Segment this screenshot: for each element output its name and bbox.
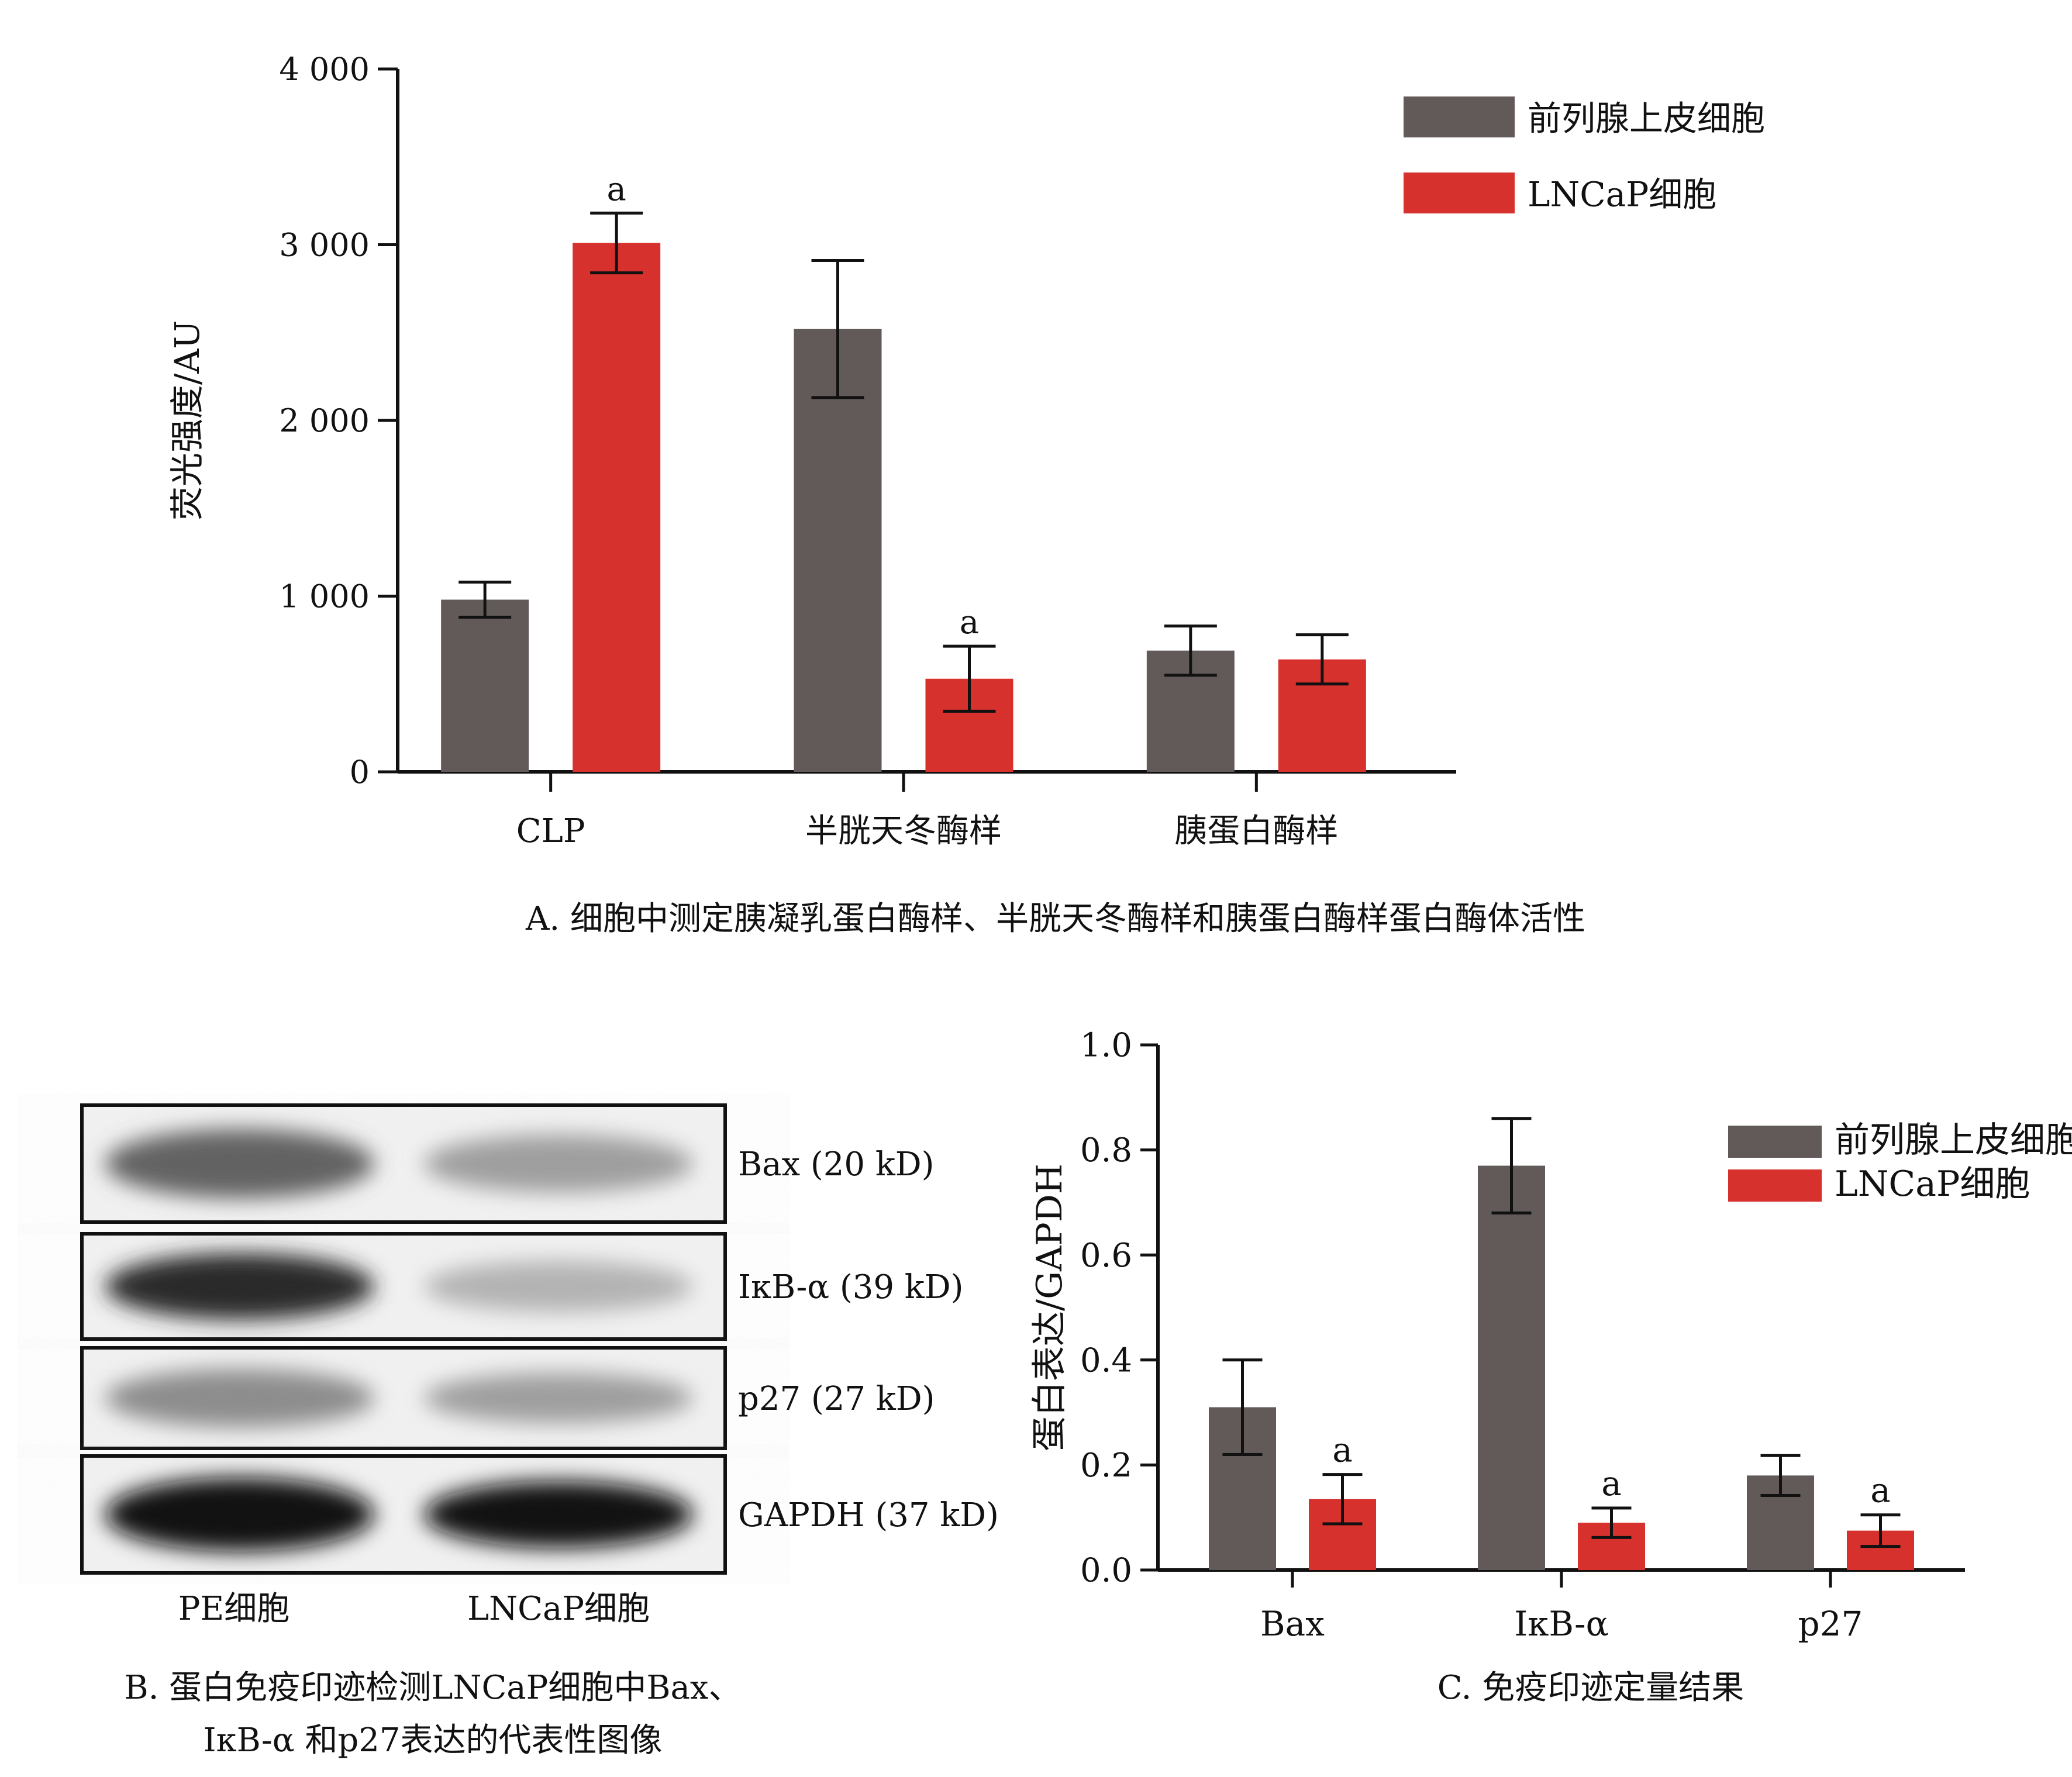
panel-b-caption-line1: B. 蛋白免疫印迹检测LNCaP细胞中Bax、 bbox=[125, 1669, 742, 1707]
y-tick-label: 2 000 bbox=[279, 402, 370, 439]
x-tick-label: 半胱天冬酶样 bbox=[805, 812, 1002, 850]
legend-label: LNCaP细胞 bbox=[1528, 174, 1716, 214]
panel-a-caption: A. 细胞中测定胰凝乳蛋白酶样、半胱天冬酶样和胰蛋白酶样蛋白酶体活性 bbox=[525, 900, 1585, 938]
legend-label: 前列腺上皮细胞 bbox=[1835, 1120, 2072, 1161]
bar-normal bbox=[1478, 1165, 1545, 1570]
panel-a-chart: 0 1 000 2 000 3 000 4 000 荧光强度/AU CLP a 半胱天冬酶样 a 胰… bbox=[167, 51, 1765, 850]
bar-normal bbox=[794, 329, 882, 772]
y-tick-label: 0.4 bbox=[1080, 1341, 1132, 1379]
significance-label: a bbox=[1870, 1471, 1891, 1510]
blot-label: IκB-α (39 kD) bbox=[738, 1268, 963, 1306]
x-tick-label: Bax bbox=[1260, 1604, 1325, 1644]
blot-row: IκB-α (39 kD) bbox=[80, 1232, 963, 1341]
y-tick-label: 3 000 bbox=[279, 226, 370, 263]
y-tick-label: 0 bbox=[350, 754, 370, 791]
x-tick-label: IκB-α bbox=[1514, 1604, 1609, 1644]
y-tick-label: 0.2 bbox=[1080, 1447, 1132, 1485]
y-tick-label: 0.6 bbox=[1080, 1237, 1132, 1275]
blot-border bbox=[80, 1232, 727, 1341]
legend-swatch-normal bbox=[1404, 96, 1515, 137]
legend-swatch-lncap bbox=[1404, 172, 1515, 213]
y-tick-label: 0.0 bbox=[1080, 1552, 1132, 1590]
blot-border bbox=[80, 1346, 727, 1450]
blot-texture bbox=[82, 1456, 725, 1573]
panel-c-caption: C. 免疫印迹定量结果 bbox=[1437, 1669, 1744, 1707]
blot-texture bbox=[82, 1234, 725, 1339]
y-tick-label: 1.0 bbox=[1080, 1027, 1132, 1065]
bar-normal bbox=[441, 599, 529, 772]
blot-label: p27 (27 kD) bbox=[738, 1380, 935, 1418]
y-axis-label: 蛋白表达/GAPDH bbox=[1029, 1164, 1070, 1451]
y-tick-label: 4 000 bbox=[279, 51, 370, 88]
significance-label: a bbox=[960, 603, 979, 641]
legend-swatch-normal bbox=[1728, 1126, 1822, 1158]
lane-label-pe: PE细胞 bbox=[178, 1590, 290, 1628]
blot-row: p27 (27 kD) bbox=[80, 1346, 935, 1450]
panel-b-western-blot: Bax (20 kD) IκB-α (39 kD) p27 (27 kD) GAPDH… bbox=[80, 1103, 999, 1575]
y-axis-label: 荧光强度/AU bbox=[167, 320, 207, 520]
blot-border bbox=[80, 1454, 727, 1575]
panel-b-caption-line2: IκB-α 和p27表达的代表性图像 bbox=[204, 1721, 663, 1759]
significance-label: a bbox=[1601, 1464, 1622, 1503]
x-tick-label: p27 bbox=[1798, 1604, 1863, 1644]
blot-row: GAPDH (37 kD) bbox=[80, 1454, 999, 1575]
blot-label: GAPDH (37 kD) bbox=[738, 1496, 999, 1534]
lane-label-lncap: LNCaP细胞 bbox=[467, 1590, 650, 1628]
blot-texture bbox=[82, 1348, 725, 1448]
legend-label: LNCaP细胞 bbox=[1835, 1164, 2030, 1205]
blot-label: Bax (20 kD) bbox=[738, 1145, 935, 1183]
x-tick-label: CLP bbox=[516, 812, 585, 850]
legend-swatch-lncap bbox=[1728, 1169, 1822, 1202]
y-tick-label: 0.8 bbox=[1080, 1131, 1132, 1169]
significance-label: a bbox=[1332, 1430, 1353, 1470]
significance-label: a bbox=[606, 170, 626, 208]
y-tick-label: 1 000 bbox=[279, 578, 370, 615]
bar-lncap bbox=[573, 243, 661, 772]
blot-texture bbox=[82, 1105, 725, 1222]
blot-row: Bax (20 kD) bbox=[80, 1103, 935, 1224]
panel-c-chart: 0.0 0.2 0.4 0.6 0.8 1.0 蛋白表达/GAPDH Bax a IκB-α a p2… bbox=[1029, 1027, 2072, 1644]
x-tick-label: 胰蛋白酶样 bbox=[1174, 812, 1338, 850]
blot-border bbox=[80, 1103, 727, 1224]
legend-label: 前列腺上皮细胞 bbox=[1528, 98, 1765, 138]
